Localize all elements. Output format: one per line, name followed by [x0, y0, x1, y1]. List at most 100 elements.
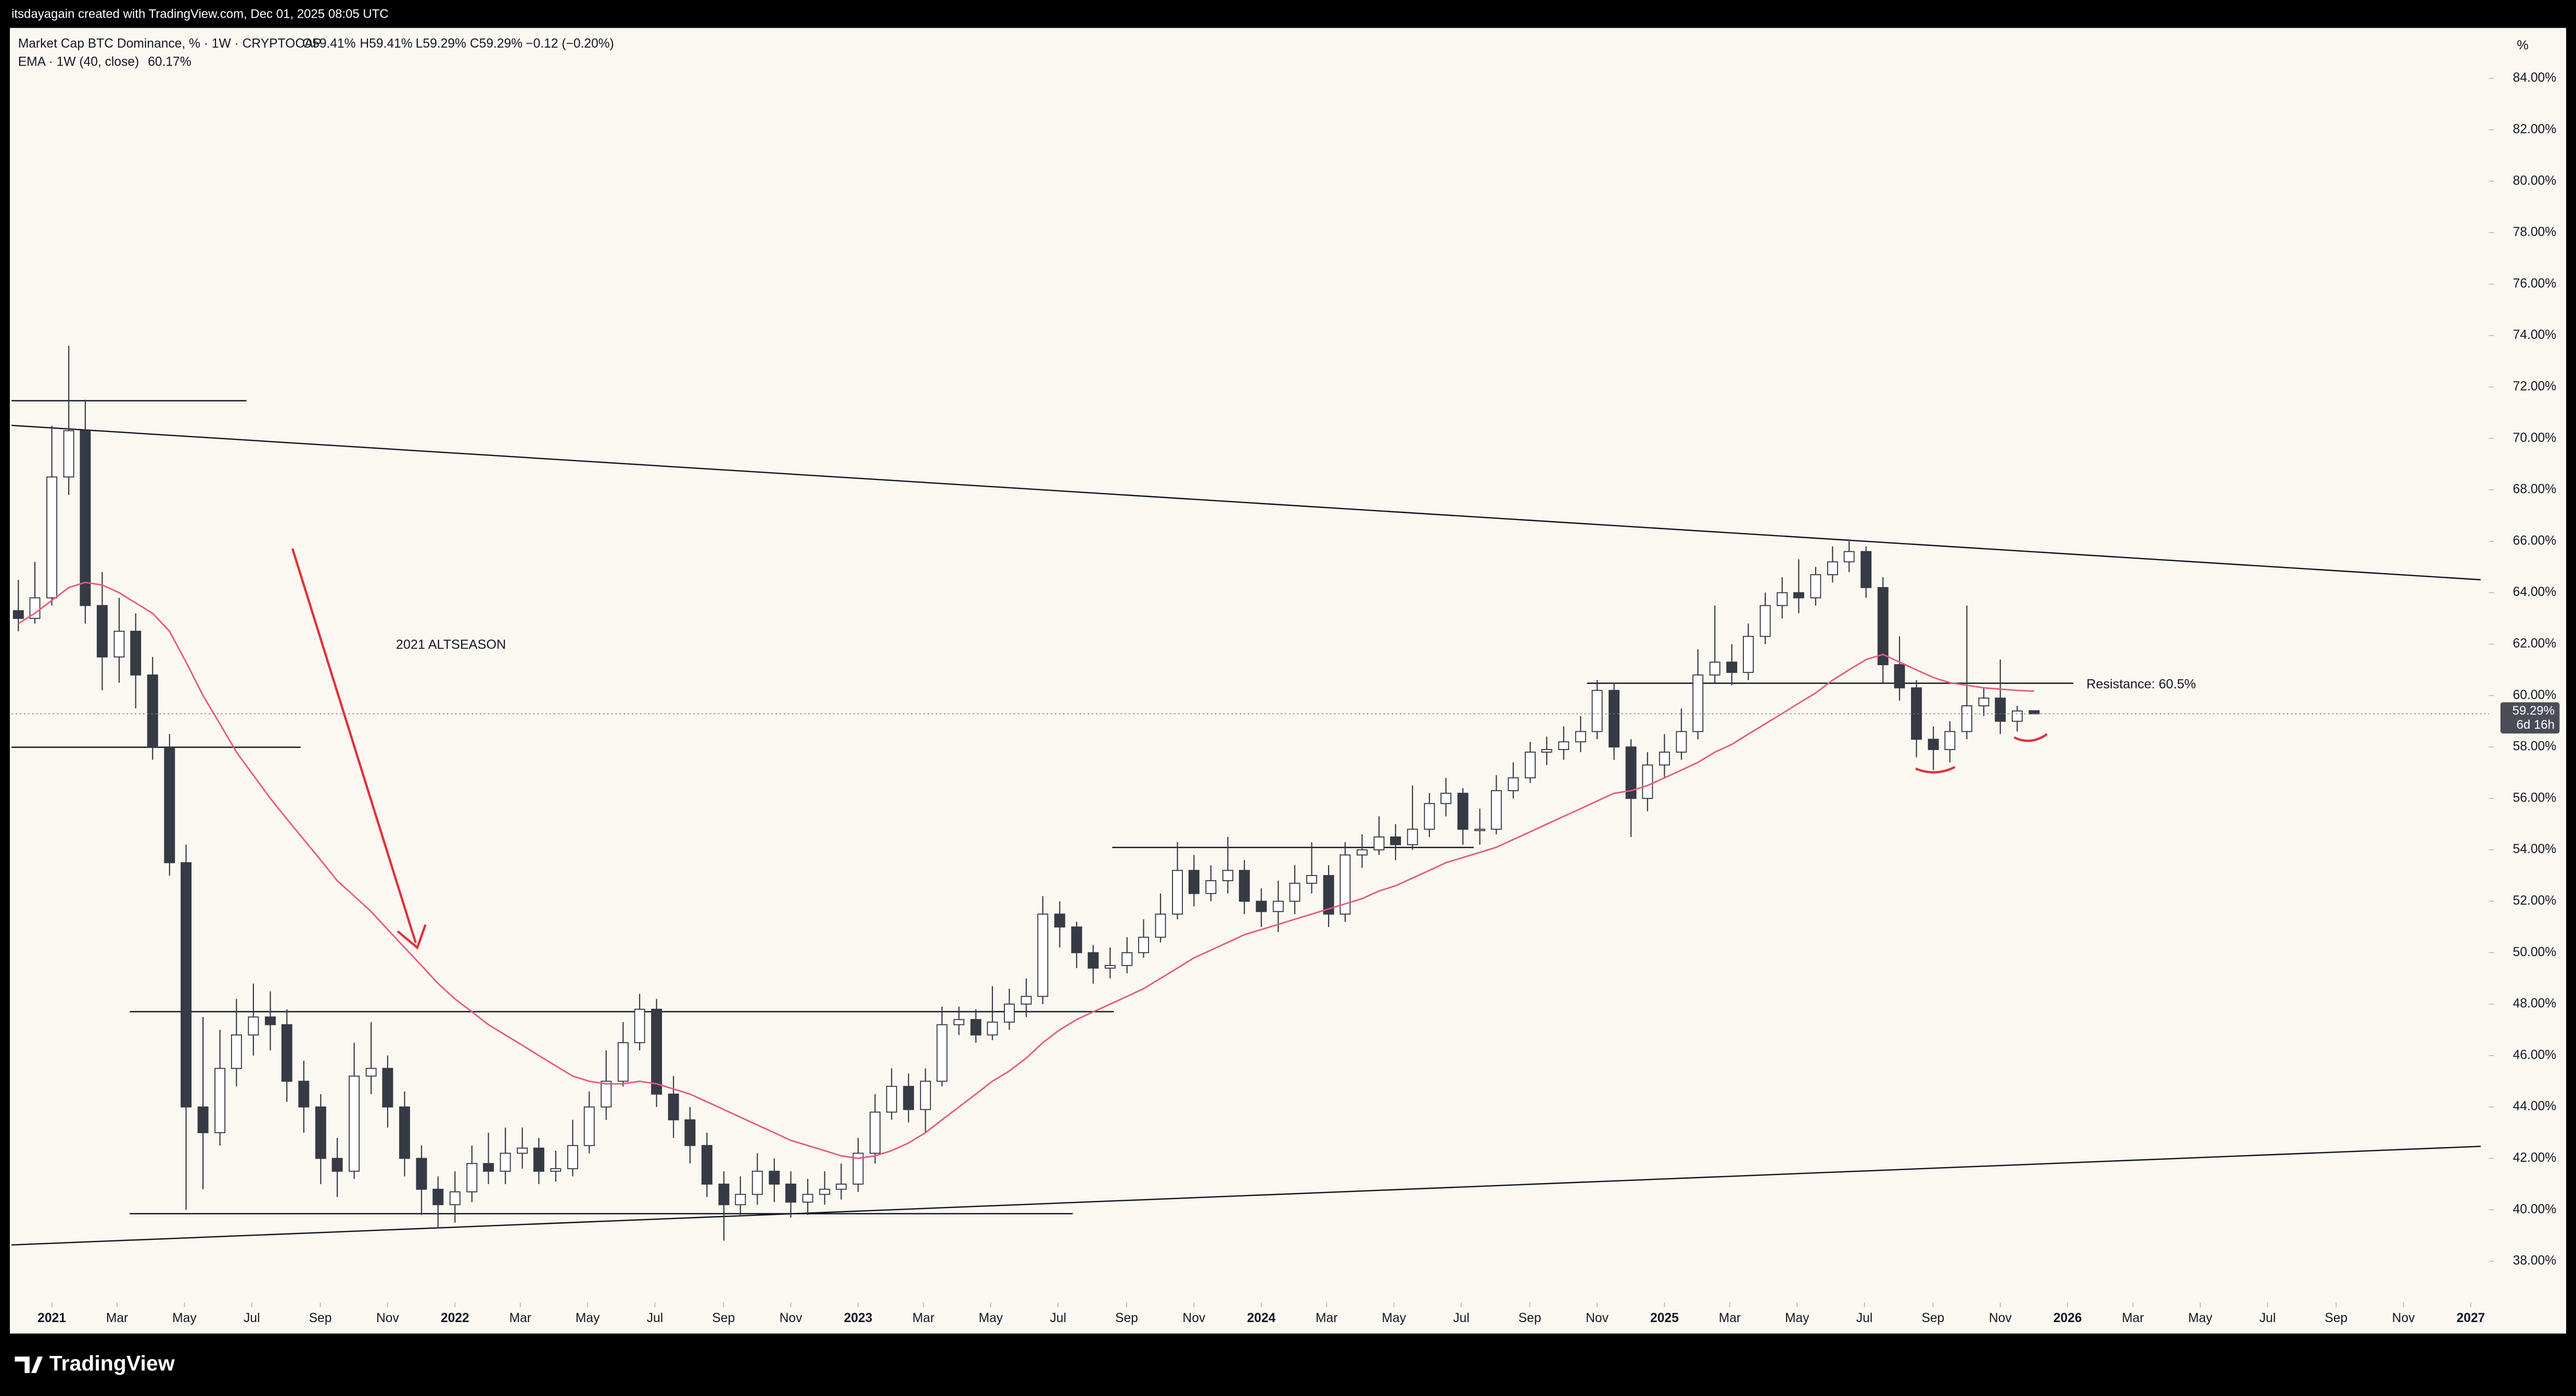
- ohlc-change: −0.12 (−0.20%): [526, 37, 614, 51]
- candle-body: [1172, 870, 1183, 915]
- candle-body: [2011, 710, 2023, 722]
- y-tick-label: 66.00%: [2513, 534, 2556, 548]
- arrow: [291, 548, 417, 943]
- candle-body: [1155, 913, 1166, 938]
- candle-body: [1188, 870, 1200, 894]
- unit-label: %: [2517, 38, 2528, 53]
- candle-body: [533, 1147, 544, 1172]
- x-tick-label: May: [2188, 1311, 2213, 1325]
- candle-body: [382, 1068, 393, 1108]
- candle-body: [12, 610, 24, 619]
- y-tick-label: 48.00%: [2513, 997, 2556, 1011]
- candle-body: [248, 1016, 259, 1036]
- x-tick-label: Jul: [1856, 1311, 1872, 1325]
- x-tick-label: May: [1785, 1311, 1809, 1325]
- y-tick-label: 56.00%: [2513, 791, 2556, 805]
- candle-body: [1659, 752, 1670, 766]
- y-tick-label: 74.00%: [2513, 328, 2556, 342]
- x-tick-label: Nov: [1989, 1311, 2012, 1325]
- footer: [0, 1334, 2576, 1396]
- candle-body: [315, 1106, 326, 1159]
- candle-body: [1743, 636, 1754, 673]
- x-tick-label: 2024: [1247, 1311, 1276, 1325]
- x-tick-label: Mar: [1719, 1311, 1741, 1325]
- candle-body: [651, 1009, 662, 1095]
- x-tick-label: 2025: [1650, 1311, 1679, 1325]
- candle-body: [751, 1171, 763, 1195]
- candle-body: [936, 1024, 948, 1082]
- candle-body: [1088, 952, 1099, 969]
- y-tick-label: 72.00%: [2513, 379, 2556, 394]
- candle-body: [970, 1019, 981, 1036]
- ema-value: 60.17%: [148, 55, 191, 69]
- candle-body: [130, 630, 142, 676]
- candle-body: [181, 862, 192, 1108]
- candle-body: [1390, 836, 1401, 845]
- trendline: [11, 1146, 2481, 1246]
- candle-body: [1591, 690, 1603, 732]
- candle-body: [1323, 875, 1334, 915]
- candle-body: [769, 1171, 780, 1185]
- candle-body: [231, 1034, 242, 1069]
- candle-body: [1071, 926, 1082, 954]
- curve: [2013, 733, 2048, 742]
- candle-body: [349, 1075, 360, 1172]
- candle-body: [819, 1188, 831, 1195]
- candle-body: [96, 605, 108, 658]
- candle-body: [1272, 900, 1284, 912]
- y-tick-label: 40.00%: [2513, 1202, 2556, 1216]
- ohlc-high: H59.41%: [360, 37, 412, 51]
- x-tick-label: 2022: [441, 1311, 469, 1325]
- candle-body: [1843, 551, 1855, 563]
- y-tick-label: 52.00%: [2513, 894, 2556, 908]
- x-tick-label: May: [979, 1311, 1003, 1325]
- annotation: 2021 ALTSEASON: [396, 638, 506, 652]
- ema-line: [18, 581, 2034, 1159]
- candle-body: [1961, 705, 1972, 732]
- candle-body: [1541, 749, 1552, 753]
- x-tick-label: May: [172, 1311, 197, 1325]
- candle-body: [1256, 900, 1267, 912]
- price-countdown: 6d 16h: [2517, 718, 2555, 732]
- candle-body: [1306, 875, 1318, 884]
- candle-body: [1709, 662, 1720, 676]
- y-tick-label: 62.00%: [2513, 637, 2556, 651]
- y-tick-label: 42.00%: [2513, 1151, 2556, 1165]
- plot: 38.00% 40.00% 42.00% 44.00% 46.00% 48.00% 50.0…: [11, 71, 2560, 1325]
- y-tick-label: 84.00%: [2513, 71, 2556, 85]
- candle-body: [281, 1024, 292, 1082]
- candle-body: [1759, 605, 1771, 637]
- ema-legend: EMA · 1W (40, close): [18, 55, 139, 69]
- y-tick-label: 58.00%: [2513, 740, 2556, 754]
- candle-body: [987, 1021, 998, 1036]
- candle-body: [1777, 592, 1788, 606]
- x-tick-label: Jul: [2260, 1311, 2276, 1325]
- x-tick-label: Mar: [912, 1311, 934, 1325]
- candle-body: [416, 1158, 427, 1190]
- candle-body: [147, 674, 158, 748]
- candle-body: [1239, 870, 1250, 902]
- y-tick-label: 46.00%: [2513, 1048, 2556, 1062]
- annotation: Resistance: 60.5%: [2086, 677, 2196, 691]
- arrow-head: [397, 924, 427, 950]
- candle-body: [1810, 574, 1821, 599]
- x-tick-label: Mar: [1316, 1311, 1337, 1325]
- x-tick-label: Sep: [712, 1311, 735, 1325]
- candle-body: [466, 1163, 478, 1192]
- candle-body: [1440, 793, 1451, 804]
- x-tick-label: Sep: [1921, 1311, 1944, 1325]
- candle-body: [164, 746, 175, 864]
- chart-area: [9, 28, 2567, 1334]
- x-tick-label: Sep: [2325, 1311, 2348, 1325]
- candle-body: [1457, 793, 1469, 830]
- x-tick-label: Nov: [1182, 1311, 1205, 1325]
- candle-body: [1037, 913, 1049, 997]
- x-tick-label: Jul: [1050, 1311, 1066, 1325]
- x-tick-label: Mar: [2122, 1311, 2144, 1325]
- candle-body: [802, 1194, 813, 1203]
- x-tick-label: 2023: [844, 1311, 873, 1325]
- candle-body: [1928, 739, 1939, 750]
- x-tick-label: Sep: [1115, 1311, 1138, 1325]
- x-tick-label: Jul: [244, 1311, 260, 1325]
